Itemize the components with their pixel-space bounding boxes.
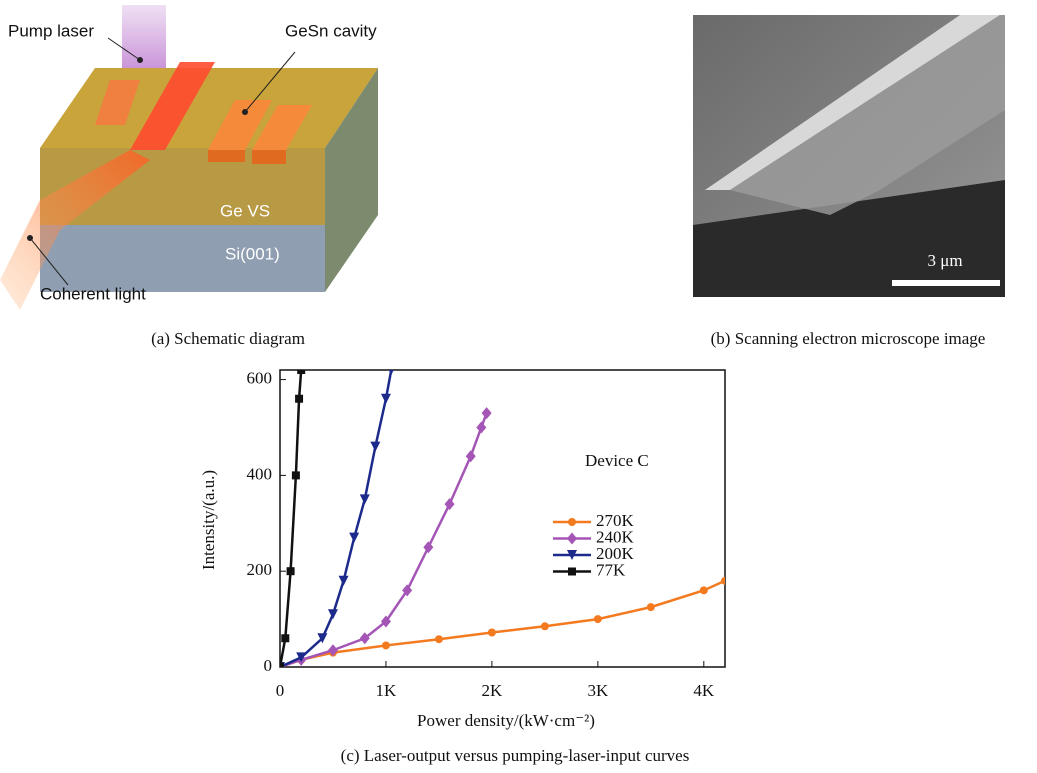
- x-tick-label: 0: [276, 681, 285, 700]
- marker: [541, 622, 549, 630]
- y-axis-label: Intensity/(a.u.): [199, 470, 218, 570]
- marker: [488, 629, 496, 637]
- x-axis-label: Power density/(kW·cm⁻²): [417, 711, 595, 730]
- marker: [476, 421, 486, 433]
- label: Coherent light: [40, 284, 146, 303]
- marker: [292, 471, 300, 479]
- plot-frame: [280, 370, 725, 667]
- marker: [295, 395, 303, 403]
- line: [280, 413, 487, 667]
- marker: [339, 576, 349, 586]
- marker: [721, 577, 729, 585]
- caption: (a) Schematic diagram: [151, 329, 305, 348]
- legend-label: 77K: [596, 560, 626, 579]
- label: GeSn cavity: [285, 21, 377, 40]
- y-tick-label: 200: [247, 560, 273, 579]
- line: [280, 370, 391, 667]
- marker: [700, 586, 708, 594]
- marker: [647, 603, 655, 611]
- label: Si(001): [225, 244, 280, 263]
- marker: [381, 394, 391, 404]
- marker: [297, 366, 305, 374]
- x-tick-label: 2K: [482, 681, 504, 700]
- marker: [287, 567, 295, 575]
- marker: [567, 533, 577, 545]
- marker: [594, 615, 602, 623]
- marker: [281, 634, 289, 642]
- x-tick-label: 3K: [587, 681, 609, 700]
- marker: [568, 568, 576, 576]
- x-tick-label: 1K: [376, 681, 398, 700]
- y-tick-label: 0: [264, 656, 273, 675]
- marker: [349, 533, 359, 543]
- x-tick-label: 4K: [693, 681, 715, 700]
- marker: [370, 442, 380, 452]
- marker: [435, 635, 443, 643]
- caption: (b) Scanning electron microscope image: [711, 329, 986, 348]
- annotation: Device C: [585, 451, 649, 470]
- caption: (c) Laser-output versus pumping-laser-in…: [341, 746, 690, 765]
- line: [280, 370, 301, 667]
- marker: [382, 641, 390, 649]
- marker: [445, 498, 455, 510]
- label: Pump laser: [8, 21, 94, 40]
- marker: [482, 407, 492, 419]
- line: [280, 581, 725, 667]
- marker: [423, 541, 433, 553]
- schematic: [0, 5, 378, 310]
- y-tick-label: 400: [247, 464, 273, 483]
- plot-area: [275, 365, 729, 673]
- marker: [276, 663, 284, 671]
- marker: [360, 494, 370, 504]
- figure: Pump laser GeSn cavity Ge VS Si(001) Coh…: [0, 0, 1037, 768]
- y-tick-label: 600: [247, 368, 273, 387]
- marker: [568, 518, 576, 526]
- marker: [466, 450, 476, 462]
- label: Ge VS: [220, 201, 270, 220]
- marker: [328, 609, 338, 619]
- scale-bar-label: 3 μm: [927, 251, 962, 270]
